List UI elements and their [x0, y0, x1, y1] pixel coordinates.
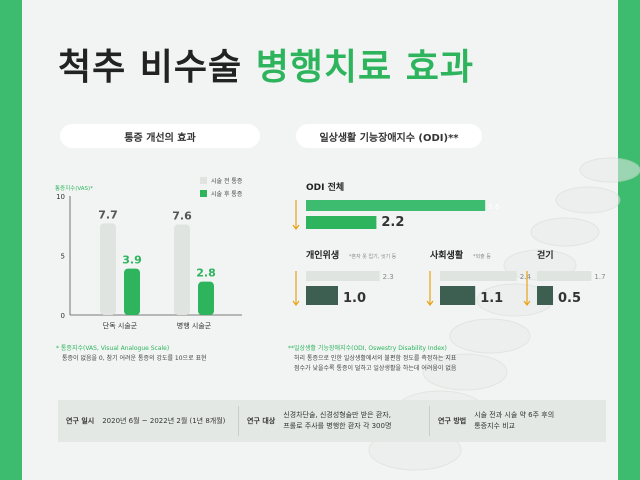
decrease-arrow-icon — [292, 200, 300, 230]
odi-after-value: 2.2 — [381, 215, 404, 230]
bar-value-label: 7.6 — [172, 210, 192, 223]
left-accent-bar — [0, 0, 22, 480]
odi-note-line2: 점수가 낮을수록 통증이 덜하고 일상생활을 하는데 어려움이 없음 — [294, 365, 457, 372]
decrease-arrow-icon — [523, 271, 531, 306]
right-accent-bar — [618, 0, 640, 480]
odi-group-note: *외출 등 — [473, 253, 491, 260]
odi-bar-after — [440, 286, 476, 305]
footer-divider — [238, 406, 239, 436]
odi-before-value: 5.6 — [488, 203, 500, 211]
legend-before-swatch — [200, 177, 207, 184]
study-period-value: 2020년 6월 ~ 2022년 2월 (1년 8개월) — [102, 416, 226, 425]
bar-before — [100, 223, 116, 315]
x-category-label: 단독 시술군 — [103, 321, 138, 330]
odi-bar-before — [306, 271, 380, 281]
title-part1: 척추 비수술 — [58, 47, 243, 88]
y-tick-label: 5 — [61, 253, 65, 261]
study-method-label: 연구 방법 — [438, 417, 467, 425]
title-part2: 병행치료 효과 — [255, 47, 474, 88]
odi-bar-after — [537, 286, 553, 305]
odi-group-label: 걷기 — [537, 249, 554, 261]
bar-after — [124, 268, 140, 315]
odi-after-value: 1.1 — [480, 291, 503, 306]
odi-group-label: ODI 전체 — [306, 181, 344, 193]
study-method: 연구 방법 시술 전과 시술 약 6주 후의 통증지수 비교 — [430, 410, 600, 432]
odi-bar-before — [306, 200, 486, 211]
decrease-arrow-icon — [426, 271, 434, 306]
legend-before: 시술 전 통증 — [200, 176, 242, 185]
vas-axis-label: 통증지수(VAS)* — [55, 186, 93, 192]
bar-after — [198, 281, 214, 315]
study-subject-line1: 신경차단술, 신경성형술만 받은 환자, — [283, 411, 391, 419]
study-method-line2: 통증지수 비교 — [474, 422, 516, 430]
odi-group-label: 개인위생 — [306, 249, 339, 261]
bar-value-label: 3.9 — [122, 254, 142, 267]
legend-after-swatch — [200, 190, 207, 197]
legend-after-label: 시술 후 통증 — [211, 191, 243, 198]
odi-note: **일상생활 기능장애지수(ODI, Oswestry Disability I… — [288, 344, 456, 374]
odi-bar-after — [306, 216, 377, 229]
study-info-footer: 연구 일시 2020년 6월 ~ 2022년 2월 (1년 8개월) 연구 대상… — [58, 400, 606, 442]
odi-before-value: 2.4 — [520, 273, 532, 281]
y-tick-label: 0 — [61, 312, 65, 320]
footer-divider — [429, 406, 430, 436]
odi-group-note: *혼자 옷 입기, 씻기 등 — [349, 253, 397, 260]
page-title: 척추 비수술 병행치료 효과 — [58, 38, 474, 90]
study-period: 연구 일시 2020년 6월 ~ 2022년 2월 (1년 8개월) — [58, 416, 238, 427]
odi-bar-before — [537, 271, 592, 281]
x-category-label: 병행 시술군 — [177, 321, 212, 330]
odi-after-value: 0.5 — [558, 291, 581, 306]
study-subject: 연구 대상 신경차단술, 신경성형술만 받은 환자, 프롤로 주사를 병행한 환… — [239, 410, 429, 432]
odi-before-value: 1.7 — [594, 273, 605, 281]
legend-before-label: 시술 전 통증 — [211, 178, 243, 185]
study-subject-label: 연구 대상 — [247, 417, 276, 425]
study-period-label: 연구 일시 — [66, 417, 95, 425]
vas-bar-chart: 0 5 10 7.7 3.9 단독 시술군 7.6 2.8 병행 시술군 — [56, 193, 242, 330]
study-method-line1: 시술 전과 시술 약 6주 후의 — [474, 411, 555, 419]
legend-after: 시술 후 통증 — [200, 189, 242, 198]
vas-note: * 통증지수(VAS, Visual Analogue Scale) 통증이 없… — [56, 344, 207, 364]
odi-before-value: 2.3 — [383, 273, 394, 281]
study-method-value: 시술 전과 시술 약 6주 후의 통증지수 비교 — [474, 410, 554, 432]
study-subject-line2: 프롤로 주사를 병행한 환자 각 300명 — [283, 422, 392, 430]
bar-value-label: 2.8 — [196, 267, 216, 280]
odi-note-title: **일상생활 기능장애지수(ODI, Oswestry Disability I… — [288, 345, 447, 352]
odi-group-label: 사회생활 — [430, 249, 464, 261]
study-subject-value: 신경차단술, 신경성형술만 받은 환자, 프롤로 주사를 병행한 환자 각 30… — [283, 410, 391, 432]
y-tick-label: 10 — [56, 193, 65, 201]
vas-note-text: 통증이 없음을 0, 참기 어려운 통증의 강도를 10으로 표현 — [62, 355, 207, 362]
decrease-arrow-icon — [292, 271, 300, 306]
bar-value-label: 7.7 — [98, 208, 118, 221]
bar-before — [174, 224, 190, 315]
vas-note-title: * 통증지수(VAS, Visual Analogue Scale) — [56, 345, 170, 352]
odi-bar-after — [306, 286, 338, 305]
odi-note-line1: 허리 통증으로 인한 일상생활에서의 불편함 정도를 측정하는 지표 — [294, 355, 457, 362]
odi-header: 일상생활 기능장애지수 (ODI)** — [296, 124, 482, 148]
odi-after-value: 1.0 — [343, 291, 366, 306]
odi-bar-before — [440, 271, 517, 281]
vas-header: 통증 개선의 효과 — [60, 124, 260, 148]
